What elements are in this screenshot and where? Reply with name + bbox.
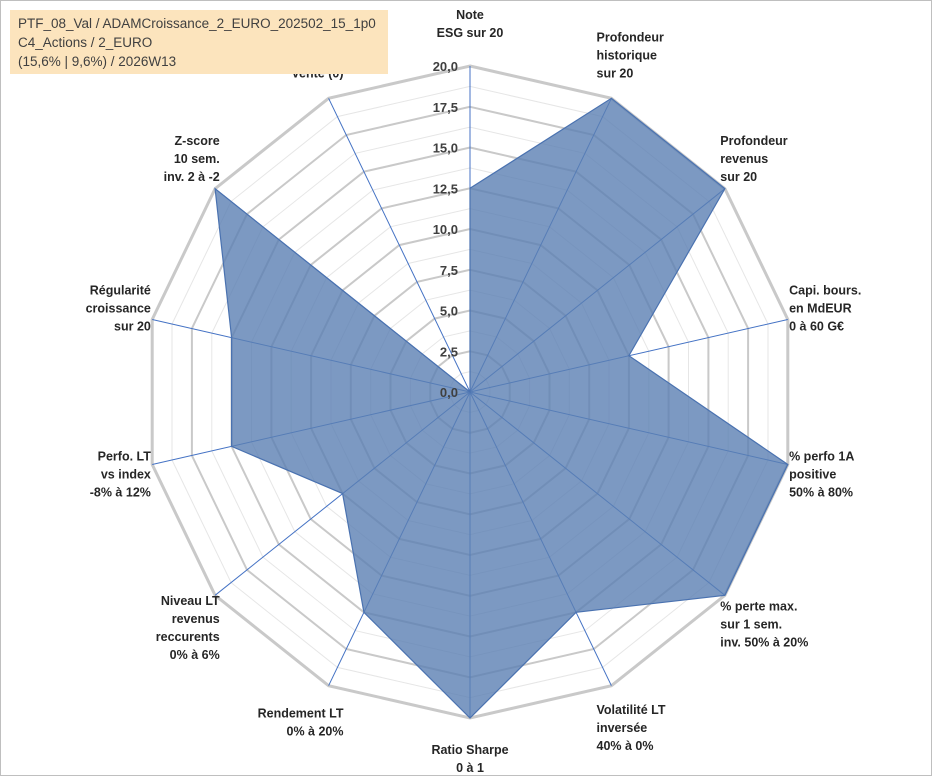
axis-spoke (328, 98, 471, 393)
axis-label: Z-score 10 sem. inv. 2 à -2 (164, 134, 220, 184)
tick-label: 10,0 (433, 222, 458, 237)
tick-label: 20,0 (433, 59, 458, 74)
tick-label: 2,5 (440, 344, 458, 359)
series-area (214, 97, 789, 719)
tick-label: 7,5 (440, 263, 458, 278)
axis-label: Perfo. LT vs index -8% à 12% (90, 450, 152, 500)
axis-label: Niveau LT revenus reccurents 0% à 6% (156, 594, 220, 662)
axis-label: % perte max. sur 1 sem. inv. 50% à 20% (720, 599, 808, 649)
axis-label: Note ESG sur 20 (437, 8, 504, 40)
tick-label: 17,5 (433, 100, 458, 115)
axis-label: % perfo 1A positive 50% à 80% (789, 450, 854, 500)
chart-title-box: PTF_08_Val / ADAMCroissance_2_EURO_20250… (10, 10, 388, 74)
radial-tick-labels: 0,0 2,5 5,0 7,5 10,0 12,5 15,0 17,5 20,0 (433, 59, 458, 400)
tick-label: 12,5 (433, 181, 458, 196)
axis-label: Profondeur revenus sur 20 (720, 134, 787, 184)
axis-label: Régularité croissance sur 20 (86, 284, 151, 334)
series (214, 97, 789, 719)
axis-label: Rendement LT 0% à 20% (258, 707, 344, 739)
tick-label: 5,0 (440, 304, 458, 319)
title-line-3: (15,6% | 9,6%) / 2026W13 (18, 54, 177, 69)
axis-label: Volatilité LT inversée 40% à 0% (597, 703, 666, 753)
axis-label: Ratio Sharpe 0 à 1 (431, 743, 508, 775)
axis-label: Capi. bours. en MdEUR 0 à 60 G€ (789, 284, 861, 334)
axis-label: Profondeur historique sur 20 (597, 30, 664, 80)
tick-label: 0,0 (440, 385, 458, 400)
title-line-1: PTF_08_Val / ADAMCroissance_2_EURO_20250… (18, 16, 376, 31)
title-line-2: C4_Actions / 2_EURO (18, 35, 153, 50)
tick-label: 15,0 (433, 141, 458, 156)
